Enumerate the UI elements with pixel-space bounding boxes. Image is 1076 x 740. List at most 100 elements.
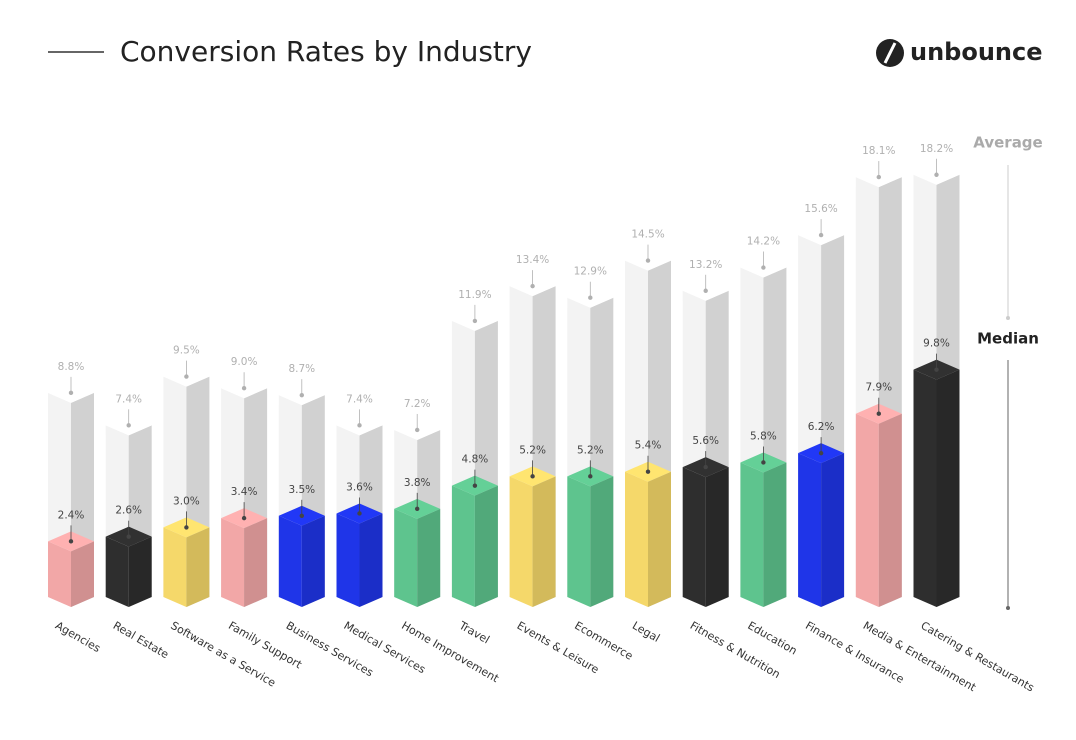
label-dot xyxy=(818,450,824,456)
label-dot xyxy=(934,172,939,177)
bar-face-right xyxy=(705,467,729,607)
label-dot xyxy=(761,265,766,270)
label-dot xyxy=(645,469,651,474)
value-label: 12.9% xyxy=(574,266,607,278)
label-dot xyxy=(241,515,247,521)
value-label: 8.8% xyxy=(58,361,85,373)
label-dot xyxy=(184,525,189,530)
bar-face-right xyxy=(590,476,614,607)
label-dot xyxy=(934,367,939,372)
bar-face-right xyxy=(244,518,268,607)
bar-face-right xyxy=(359,513,383,607)
value-label: 2.4% xyxy=(58,509,85,521)
label-dot xyxy=(530,283,535,289)
bar-face-left xyxy=(163,527,187,607)
label-dot xyxy=(645,258,651,263)
value-label: 13.2% xyxy=(689,259,722,271)
bar-face-left xyxy=(451,485,475,607)
label-dot xyxy=(357,423,362,428)
value-label: 7.4% xyxy=(115,393,142,405)
bar-face-left xyxy=(48,541,71,607)
value-label: 7.9% xyxy=(865,382,892,394)
bar-face-right xyxy=(186,527,210,607)
value-label: 13.4% xyxy=(516,254,549,266)
brand-icon-slash xyxy=(883,42,897,64)
value-label: 3.8% xyxy=(404,477,431,489)
legend-dot xyxy=(1006,316,1010,320)
value-label: 4.8% xyxy=(462,454,489,466)
value-label: 15.6% xyxy=(804,203,837,215)
label-dot xyxy=(126,423,131,428)
bar-face-left xyxy=(798,453,822,607)
bar-face-left xyxy=(682,467,706,607)
value-label: 11.9% xyxy=(458,289,491,301)
value-label: 8.7% xyxy=(288,363,315,375)
value-label: 5.6% xyxy=(692,435,719,447)
value-label: 3.4% xyxy=(231,486,258,498)
label-dot xyxy=(241,386,247,391)
bar-face-left xyxy=(509,476,533,607)
x-tick-label: Travel xyxy=(456,618,492,646)
value-label: 3.5% xyxy=(288,484,315,496)
legend-label: Average xyxy=(973,134,1042,152)
x-tick-label: Education xyxy=(745,619,799,658)
label-dot xyxy=(876,411,881,416)
value-label: 3.6% xyxy=(346,481,373,493)
label-dot xyxy=(357,511,362,516)
bar-face-left xyxy=(278,515,302,607)
value-label: 3.0% xyxy=(173,495,200,507)
x-tick-label: Finance & Insurance xyxy=(803,619,906,686)
bar-face-right xyxy=(878,413,902,607)
legend-label: Median xyxy=(977,330,1039,348)
value-label: 7.2% xyxy=(404,398,431,410)
x-tick-label: Legal xyxy=(630,619,662,645)
legend-dot xyxy=(1006,606,1010,610)
label-dot xyxy=(126,534,131,539)
bar-face-left xyxy=(394,508,418,607)
label-dot xyxy=(415,506,420,512)
x-tick-label: Agencies xyxy=(53,619,103,655)
bar-face-left xyxy=(625,471,648,607)
bar-face-left xyxy=(105,536,129,607)
label-dot xyxy=(876,174,881,180)
value-label: 5.8% xyxy=(750,430,777,442)
label-dot xyxy=(68,390,74,396)
x-tick-label: Home Improvement xyxy=(399,619,501,686)
bar-face-left xyxy=(740,462,764,607)
chart-title: Conversion Rates by Industry xyxy=(120,35,532,68)
label-dot xyxy=(299,392,304,398)
value-label: 14.5% xyxy=(631,229,664,241)
value-label: 5.2% xyxy=(577,444,604,456)
bar-face-right xyxy=(936,369,960,607)
bar-face-right xyxy=(71,541,94,607)
value-label: 2.6% xyxy=(115,505,142,517)
value-label: 5.2% xyxy=(519,444,546,456)
bar-face-right xyxy=(532,476,556,607)
label-dot xyxy=(184,374,189,379)
label-dot xyxy=(530,474,535,479)
value-label: 5.4% xyxy=(635,440,662,452)
value-label: 9.5% xyxy=(173,345,200,357)
value-label: 9.8% xyxy=(923,338,950,350)
value-label: 9.0% xyxy=(231,356,258,368)
value-label: 18.2% xyxy=(920,143,953,155)
label-dot xyxy=(68,539,74,544)
label-dot xyxy=(415,427,420,433)
label-dot xyxy=(472,318,478,324)
label-dot xyxy=(299,513,304,518)
bar-face-left xyxy=(913,369,937,607)
bar-face-right xyxy=(648,471,671,607)
label-dot xyxy=(588,295,593,300)
label-dot xyxy=(703,288,708,293)
bar-face-right xyxy=(417,508,441,607)
value-label: 6.2% xyxy=(808,421,835,433)
bar-face-right xyxy=(301,515,325,607)
value-label: 14.2% xyxy=(747,236,780,248)
label-dot xyxy=(472,483,478,488)
label-dot xyxy=(818,232,824,238)
value-label: 18.1% xyxy=(862,145,895,157)
bar-face-left xyxy=(336,513,360,607)
x-tick-label: Software as a Service xyxy=(168,619,278,690)
bar-face-left xyxy=(567,476,591,607)
